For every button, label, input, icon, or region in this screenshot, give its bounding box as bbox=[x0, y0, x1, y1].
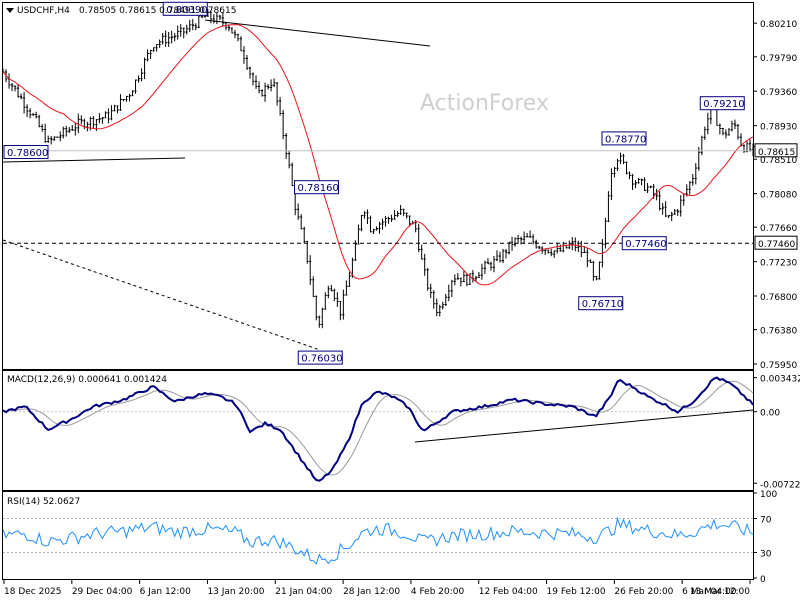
macd-signal-line bbox=[2, 380, 754, 476]
resistance-trendline bbox=[204, 19, 431, 47]
moving-average-line bbox=[2, 24, 754, 286]
pivot-label-box bbox=[3, 145, 49, 159]
time-axis-label: 13 Mar 12:00 bbox=[690, 587, 750, 597]
macd-trendline bbox=[414, 409, 754, 443]
pivot-label-box bbox=[699, 96, 745, 111]
macd-axis-label: -0.007223 bbox=[760, 480, 800, 490]
macd-layer bbox=[2, 376, 754, 482]
rsi-line bbox=[2, 516, 754, 565]
pivot-label-text: 0.78160 bbox=[298, 183, 339, 194]
pivot-label-box bbox=[578, 296, 624, 311]
macd-title: MACD(12,26,9) 0.000641 0.001424 bbox=[7, 375, 167, 385]
pivot-label: 0.77460 bbox=[621, 236, 667, 251]
price-axis-label: 0.79790 bbox=[760, 54, 797, 64]
last-price-tag-box bbox=[754, 143, 798, 158]
time-axis-label: 6 Mar 04:00 bbox=[682, 587, 737, 597]
time-axis-label: 26 Feb 20:00 bbox=[614, 587, 673, 597]
rsi-panel bbox=[2, 491, 754, 580]
macd-axis-label: 0.00 bbox=[760, 409, 780, 419]
rsi-axis-label: 70 bbox=[760, 516, 772, 526]
support-trendline bbox=[2, 157, 186, 163]
ohlc-label: 0.78505 0.78615 0.78491 0.78615 bbox=[79, 6, 236, 16]
rsi-axis-label: 0 bbox=[760, 575, 766, 585]
macd-main-line bbox=[2, 376, 754, 482]
macd-axis-label: 0.003432 bbox=[760, 375, 800, 385]
macd-panel bbox=[2, 370, 754, 491]
price-axis-label: 0.78080 bbox=[760, 191, 797, 201]
last-price-tag: 0.78615 bbox=[754, 143, 798, 158]
price-axis-label: 0.80210 bbox=[760, 20, 797, 30]
watermark: ActionForex bbox=[420, 91, 549, 116]
pivot-label: 0.80390 bbox=[162, 1, 208, 16]
rsi-axis-label: 30 bbox=[760, 550, 772, 560]
time-axis-label: 21 Jan 04:00 bbox=[275, 587, 332, 597]
pivot-label-box bbox=[621, 236, 667, 251]
price-axis-label: 0.76800 bbox=[760, 293, 797, 303]
time-axis-label: 12 Feb 04:00 bbox=[479, 587, 538, 597]
price-axis-label: 0.77230 bbox=[760, 259, 797, 269]
pivot-label-box bbox=[297, 350, 343, 365]
price-axis-label: 0.76380 bbox=[760, 327, 797, 337]
support-level-tag: 0.77460 bbox=[754, 235, 798, 250]
pivot-label: 0.76030 bbox=[297, 350, 343, 365]
price-axis-label: 0.75950 bbox=[760, 361, 797, 371]
pivot-label-box bbox=[162, 1, 208, 16]
symbol-label: USDCHF,H4 bbox=[17, 6, 70, 16]
support-level-tag-text: 0.77460 bbox=[758, 240, 795, 250]
time-axis-label: 6 Jan 12:00 bbox=[140, 587, 192, 597]
time-axis-label: 28 Jan 12:00 bbox=[343, 587, 400, 597]
price-layer: 0.80390 0.78600 0.78160 0.76030 0.78770 0.774… bbox=[2, 1, 755, 365]
pivot-label-box bbox=[601, 131, 647, 146]
dropdown-triangle-icon[interactable] bbox=[6, 8, 14, 13]
pivot-label-box bbox=[294, 180, 339, 195]
price-axis-label: 0.78930 bbox=[760, 123, 797, 133]
dashed-trendline bbox=[2, 239, 321, 351]
pivot-label: 0.76710 bbox=[578, 296, 624, 311]
support-level-tag-box bbox=[754, 235, 798, 250]
rsi-axis-label: 100 bbox=[760, 490, 777, 500]
pivot-label-text: 0.78600 bbox=[7, 148, 48, 159]
time-axis-label: 4 Feb 20:00 bbox=[411, 587, 465, 597]
pivot-label: 0.79210 bbox=[699, 96, 745, 111]
price-axis-label: 0.79360 bbox=[760, 88, 797, 98]
rsi-title: RSI(14) 52.0627 bbox=[7, 497, 80, 507]
pivot-label: 0.78770 bbox=[601, 131, 647, 146]
time-axis-label: 13 Jan 20:00 bbox=[207, 587, 264, 597]
time-axis-label: 29 Dec 04:00 bbox=[72, 587, 133, 597]
pivot-label-text: 0.76030 bbox=[301, 354, 342, 365]
time-axis-label: 18 Dec 2025 bbox=[4, 587, 62, 597]
price-axis-label: 0.77660 bbox=[760, 224, 797, 234]
pivot-label-text: 0.79210 bbox=[703, 99, 744, 110]
pivot-label: 0.78160 bbox=[294, 180, 339, 195]
pivot-label-text: 0.77460 bbox=[625, 239, 666, 250]
last-price-tag-text: 0.78615 bbox=[758, 148, 795, 158]
pivot-label-text: 0.78770 bbox=[605, 134, 646, 145]
axis-layer: 0.80210 0.79790 0.79360 0.78930 0.78510 0.780… bbox=[3, 20, 800, 597]
pivot-label-text: 0.80390 bbox=[166, 5, 207, 16]
price-axis-label: 0.78510 bbox=[760, 156, 797, 166]
price-panel bbox=[2, 2, 754, 370]
time-axis-label: 19 Feb 12:00 bbox=[547, 587, 606, 597]
pivot-label-text: 0.76710 bbox=[582, 299, 623, 310]
pivot-label: 0.78600 bbox=[3, 145, 49, 159]
rsi-layer bbox=[2, 516, 754, 565]
